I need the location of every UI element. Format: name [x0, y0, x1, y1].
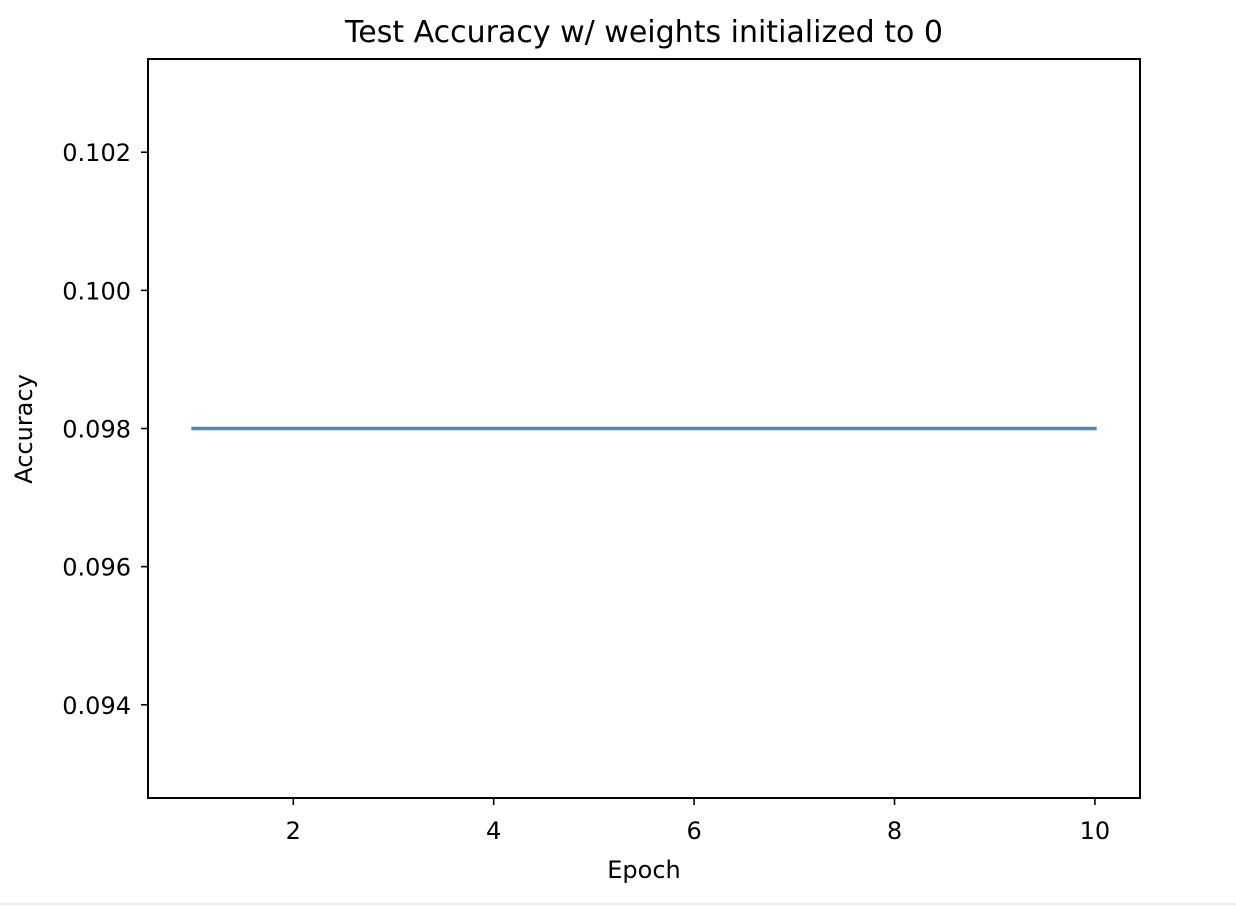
bottom-divider — [0, 903, 1236, 905]
x-tick-label: 10 — [1080, 817, 1111, 845]
x-tick-label: 6 — [686, 817, 701, 845]
x-tick-label: 4 — [486, 817, 501, 845]
x-tick-label: 2 — [286, 817, 301, 845]
x-axis-label: Epoch — [607, 856, 681, 884]
y-tick-label: 0.094 — [62, 692, 131, 720]
y-tick-label: 0.098 — [62, 416, 131, 444]
y-axis-label: Accuracy — [10, 374, 38, 484]
x-tick-label: 8 — [887, 817, 902, 845]
chart-title: Test Accuracy w/ weights initialized to … — [344, 15, 943, 50]
y-tick-label: 0.096 — [62, 554, 131, 582]
plot-area: 2 4 6 8 10 0.094 0.096 0.098 0.100 0.102 — [62, 58, 1141, 845]
y-tick-label: 0.102 — [62, 139, 131, 167]
y-tick-label: 0.100 — [62, 277, 131, 305]
